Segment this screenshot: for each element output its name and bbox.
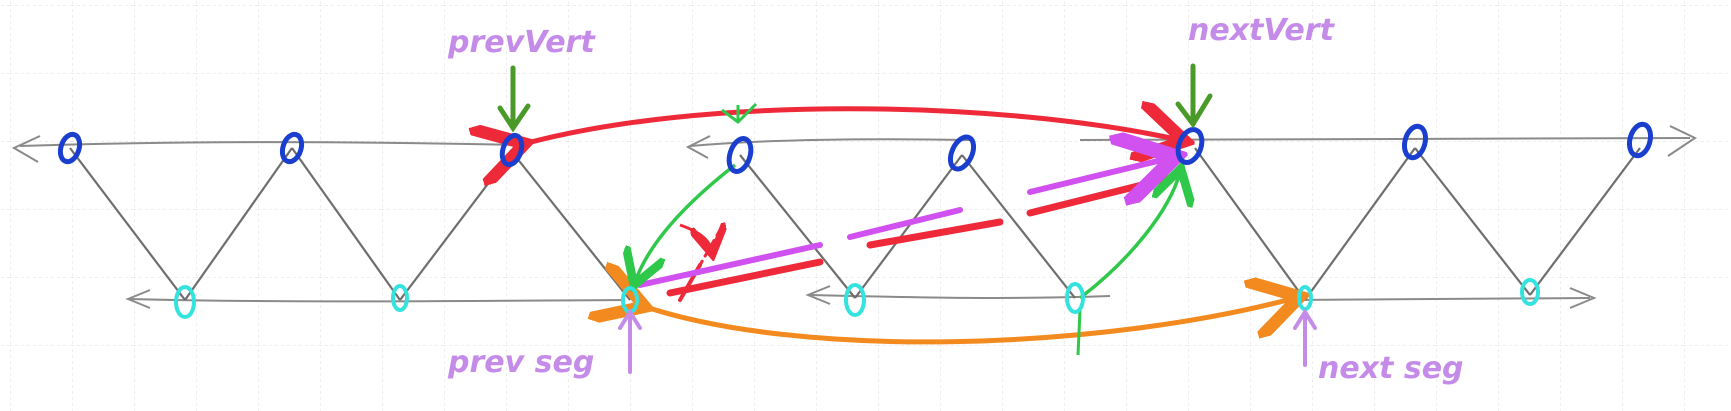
magenta-dashed-line	[637, 158, 1170, 288]
green-arrow-down-to-prevseg	[635, 163, 737, 282]
top-line-right-arrow-head	[1667, 125, 1698, 157]
vertex-node	[726, 136, 754, 174]
bottom-line-right	[1289, 297, 1591, 301]
label-pointer-arrows	[497, 63, 1213, 133]
seg-pointer-arrows	[618, 308, 1317, 374]
green-arrow-up-to-nextvert	[1078, 172, 1180, 300]
vertex-node	[57, 131, 83, 165]
green-arrows	[635, 102, 1180, 356]
segment-node	[391, 284, 409, 312]
vertex-node	[1401, 123, 1429, 161]
vertex-node	[499, 132, 525, 168]
orange-arrow	[640, 298, 1295, 345]
segment-node	[844, 283, 866, 317]
vertex-row	[57, 121, 1654, 174]
segment-node	[1065, 282, 1085, 314]
segment-node	[174, 285, 196, 319]
bottom-line-left-arrow-head	[125, 289, 151, 309]
prevseg-label: prev seg	[447, 345, 594, 380]
red-arc-top	[520, 109, 1180, 145]
bottom-line-right-arrow-head	[1569, 287, 1597, 309]
top-line-left-arrow-head	[11, 135, 41, 163]
vertex-node	[1175, 127, 1205, 165]
segment-node	[1520, 278, 1540, 306]
nextseg-label: next seg	[1318, 351, 1464, 386]
vertex-node	[279, 131, 305, 165]
prevvert-label: prevVert	[447, 25, 596, 60]
vertex-node	[947, 134, 977, 172]
vertex-node	[1626, 121, 1654, 159]
red-curve-arrow	[679, 225, 712, 252]
nextvert-label: nextVert	[1188, 13, 1336, 48]
